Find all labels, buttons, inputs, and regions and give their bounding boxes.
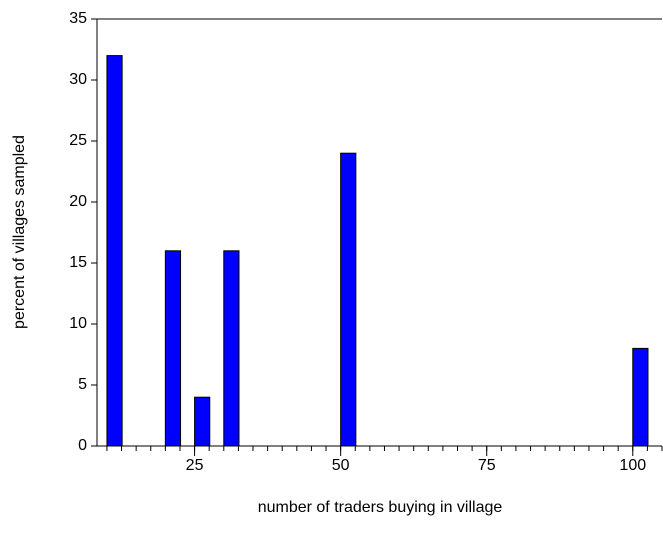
bar (106, 55, 123, 447)
y-tick-label: 0 (78, 437, 87, 454)
x-tick-label: 25 (186, 457, 204, 474)
y-tick-label: 35 (69, 10, 87, 27)
y-tick-label: 25 (69, 132, 87, 149)
y-tick-label: 20 (69, 193, 87, 210)
y-tick-label: 10 (69, 315, 87, 332)
y-tick-label: 15 (69, 254, 87, 271)
y-tick-label: 5 (78, 376, 87, 393)
x-tick-label: 50 (332, 457, 350, 474)
x-tick-label: 100 (619, 457, 646, 474)
y-axis-label: percent of villages sampled (11, 135, 28, 329)
axis-frame (96, 18, 662, 446)
y-tick-label: 30 (69, 71, 87, 88)
bar (164, 250, 182, 447)
bar (223, 250, 240, 447)
x-tick-label: 75 (478, 457, 496, 474)
bar (194, 396, 211, 447)
bar (340, 152, 357, 447)
bar (632, 347, 649, 447)
x-axis-label: number of traders buying in village (258, 499, 503, 516)
